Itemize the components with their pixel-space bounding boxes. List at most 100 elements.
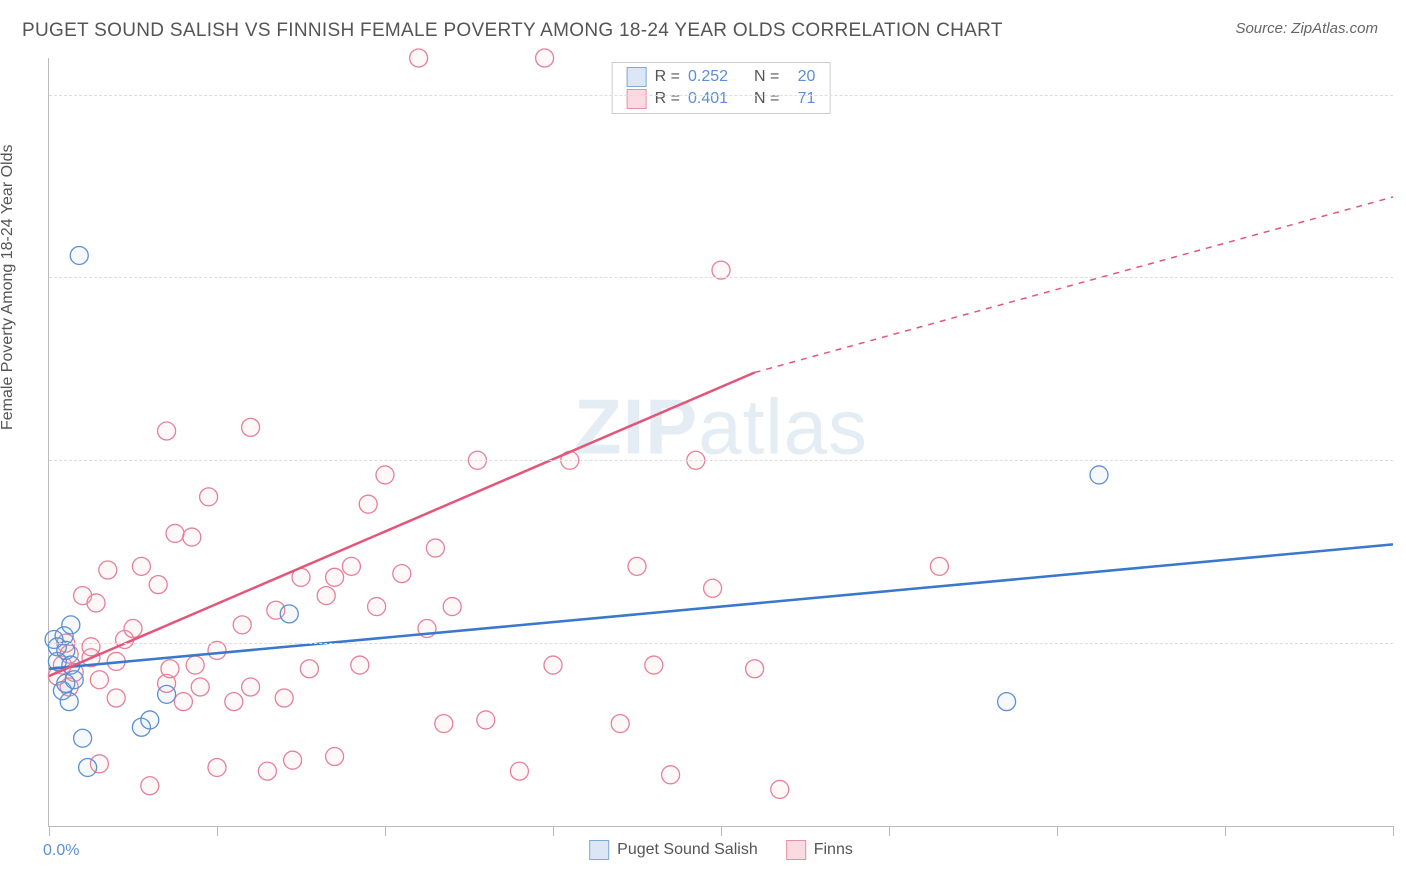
legend-series-item: Finns — [786, 840, 853, 860]
scatter-point — [99, 561, 117, 579]
scatter-point — [435, 715, 453, 733]
legend-n-value: 71 — [787, 90, 815, 108]
scatter-point — [477, 711, 495, 729]
scatter-point — [930, 557, 948, 575]
scatter-point — [746, 660, 764, 678]
legend-correlation-row: R =0.401N =71 — [627, 89, 816, 109]
scatter-point — [771, 780, 789, 798]
scatter-point — [342, 557, 360, 575]
chart-title: PUGET SOUND SALISH VS FINNISH FEMALE POV… — [22, 20, 1003, 42]
legend-swatch — [627, 67, 647, 87]
x-tick-mark — [553, 826, 554, 836]
gridline — [49, 460, 1393, 461]
scatter-point — [233, 616, 251, 634]
scatter-point — [443, 598, 461, 616]
legend-r-value: 0.401 — [688, 90, 728, 108]
scatter-point — [326, 748, 344, 766]
scatter-point — [90, 671, 108, 689]
scatter-point — [132, 557, 150, 575]
scatter-point — [242, 678, 260, 696]
x-tick-mark — [721, 826, 722, 836]
scatter-point — [628, 557, 646, 575]
scatter-point — [998, 693, 1016, 711]
legend-swatch — [786, 840, 806, 860]
scatter-point — [161, 660, 179, 678]
legend-r-label: R = — [655, 68, 680, 86]
legend-series: Puget Sound Salish Finns — [589, 840, 853, 860]
scatter-point — [662, 766, 680, 784]
scatter-point — [208, 641, 226, 659]
scatter-point — [70, 246, 88, 264]
scatter-point — [645, 656, 663, 674]
x-tick-mark — [217, 826, 218, 836]
scatter-point — [74, 729, 92, 747]
scatter-point — [158, 685, 176, 703]
scatter-point — [536, 49, 554, 67]
legend-series-label: Puget Sound Salish — [617, 841, 758, 859]
legend-r-value: 0.252 — [688, 68, 728, 86]
legend-correlation-row: R = 0.252 N = 20 — [627, 67, 816, 87]
x-tick-mark — [49, 826, 50, 836]
legend-n-value: 20 — [787, 68, 815, 86]
scatter-point — [704, 579, 722, 597]
legend-swatch — [627, 89, 647, 109]
legend-series-label: Finns — [814, 841, 853, 859]
scatter-point — [191, 678, 209, 696]
scatter-point — [166, 524, 184, 542]
scatter-point — [149, 576, 167, 594]
legend-series-item: Puget Sound Salish — [589, 840, 758, 860]
scatter-point — [317, 587, 335, 605]
gridline — [49, 643, 1393, 644]
scatter-point — [107, 689, 125, 707]
scatter-point — [141, 777, 159, 795]
scatter-point — [82, 638, 100, 656]
scatter-point — [510, 762, 528, 780]
scatter-point — [280, 605, 298, 623]
scatter-point — [200, 488, 218, 506]
scatter-point — [712, 261, 730, 279]
scatter-point — [258, 762, 276, 780]
x-axis-origin-label: 0.0% — [43, 842, 79, 860]
scatter-point — [393, 565, 411, 583]
gridline — [49, 277, 1393, 278]
scatter-point — [225, 693, 243, 711]
scatter-point — [65, 671, 83, 689]
scatter-point — [141, 711, 159, 729]
scatter-point — [410, 49, 428, 67]
scatter-point — [376, 466, 394, 484]
scatter-point — [426, 539, 444, 557]
chart-plot-area: ZIPatlas R =0.252N =20R =0.401N =71 0.0%… — [48, 58, 1393, 827]
scatter-point — [326, 568, 344, 586]
scatter-point — [544, 656, 562, 674]
legend-n-label: N = — [754, 68, 779, 86]
scatter-point — [62, 616, 80, 634]
scatter-point — [275, 689, 293, 707]
trend-line-pink-extrapolated — [755, 197, 1393, 373]
legend-correlation: R = 0.252 N = 20 R =0.401N =71 — [612, 62, 831, 114]
scatter-point — [351, 656, 369, 674]
scatter-point — [158, 422, 176, 440]
x-tick-mark — [1057, 826, 1058, 836]
scatter-point — [284, 751, 302, 769]
source-label: Source: ZipAtlas.com — [1235, 20, 1378, 37]
y-axis-label: Female Poverty Among 18-24 Year Olds — [0, 145, 17, 431]
scatter-point — [300, 660, 318, 678]
scatter-point — [124, 620, 142, 638]
scatter-point — [79, 758, 97, 776]
scatter-point — [359, 495, 377, 513]
scatter-point — [208, 758, 226, 776]
gridline — [49, 95, 1393, 96]
scatter-svg — [49, 58, 1393, 826]
x-tick-mark — [1225, 826, 1226, 836]
x-tick-mark — [1393, 826, 1394, 836]
scatter-point — [183, 528, 201, 546]
trend-line-pink — [49, 373, 755, 677]
scatter-point — [186, 656, 204, 674]
x-tick-mark — [385, 826, 386, 836]
trend-line-blue — [49, 544, 1393, 668]
scatter-point — [174, 693, 192, 711]
scatter-point — [242, 418, 260, 436]
x-tick-mark — [889, 826, 890, 836]
scatter-point — [611, 715, 629, 733]
scatter-point — [1090, 466, 1108, 484]
